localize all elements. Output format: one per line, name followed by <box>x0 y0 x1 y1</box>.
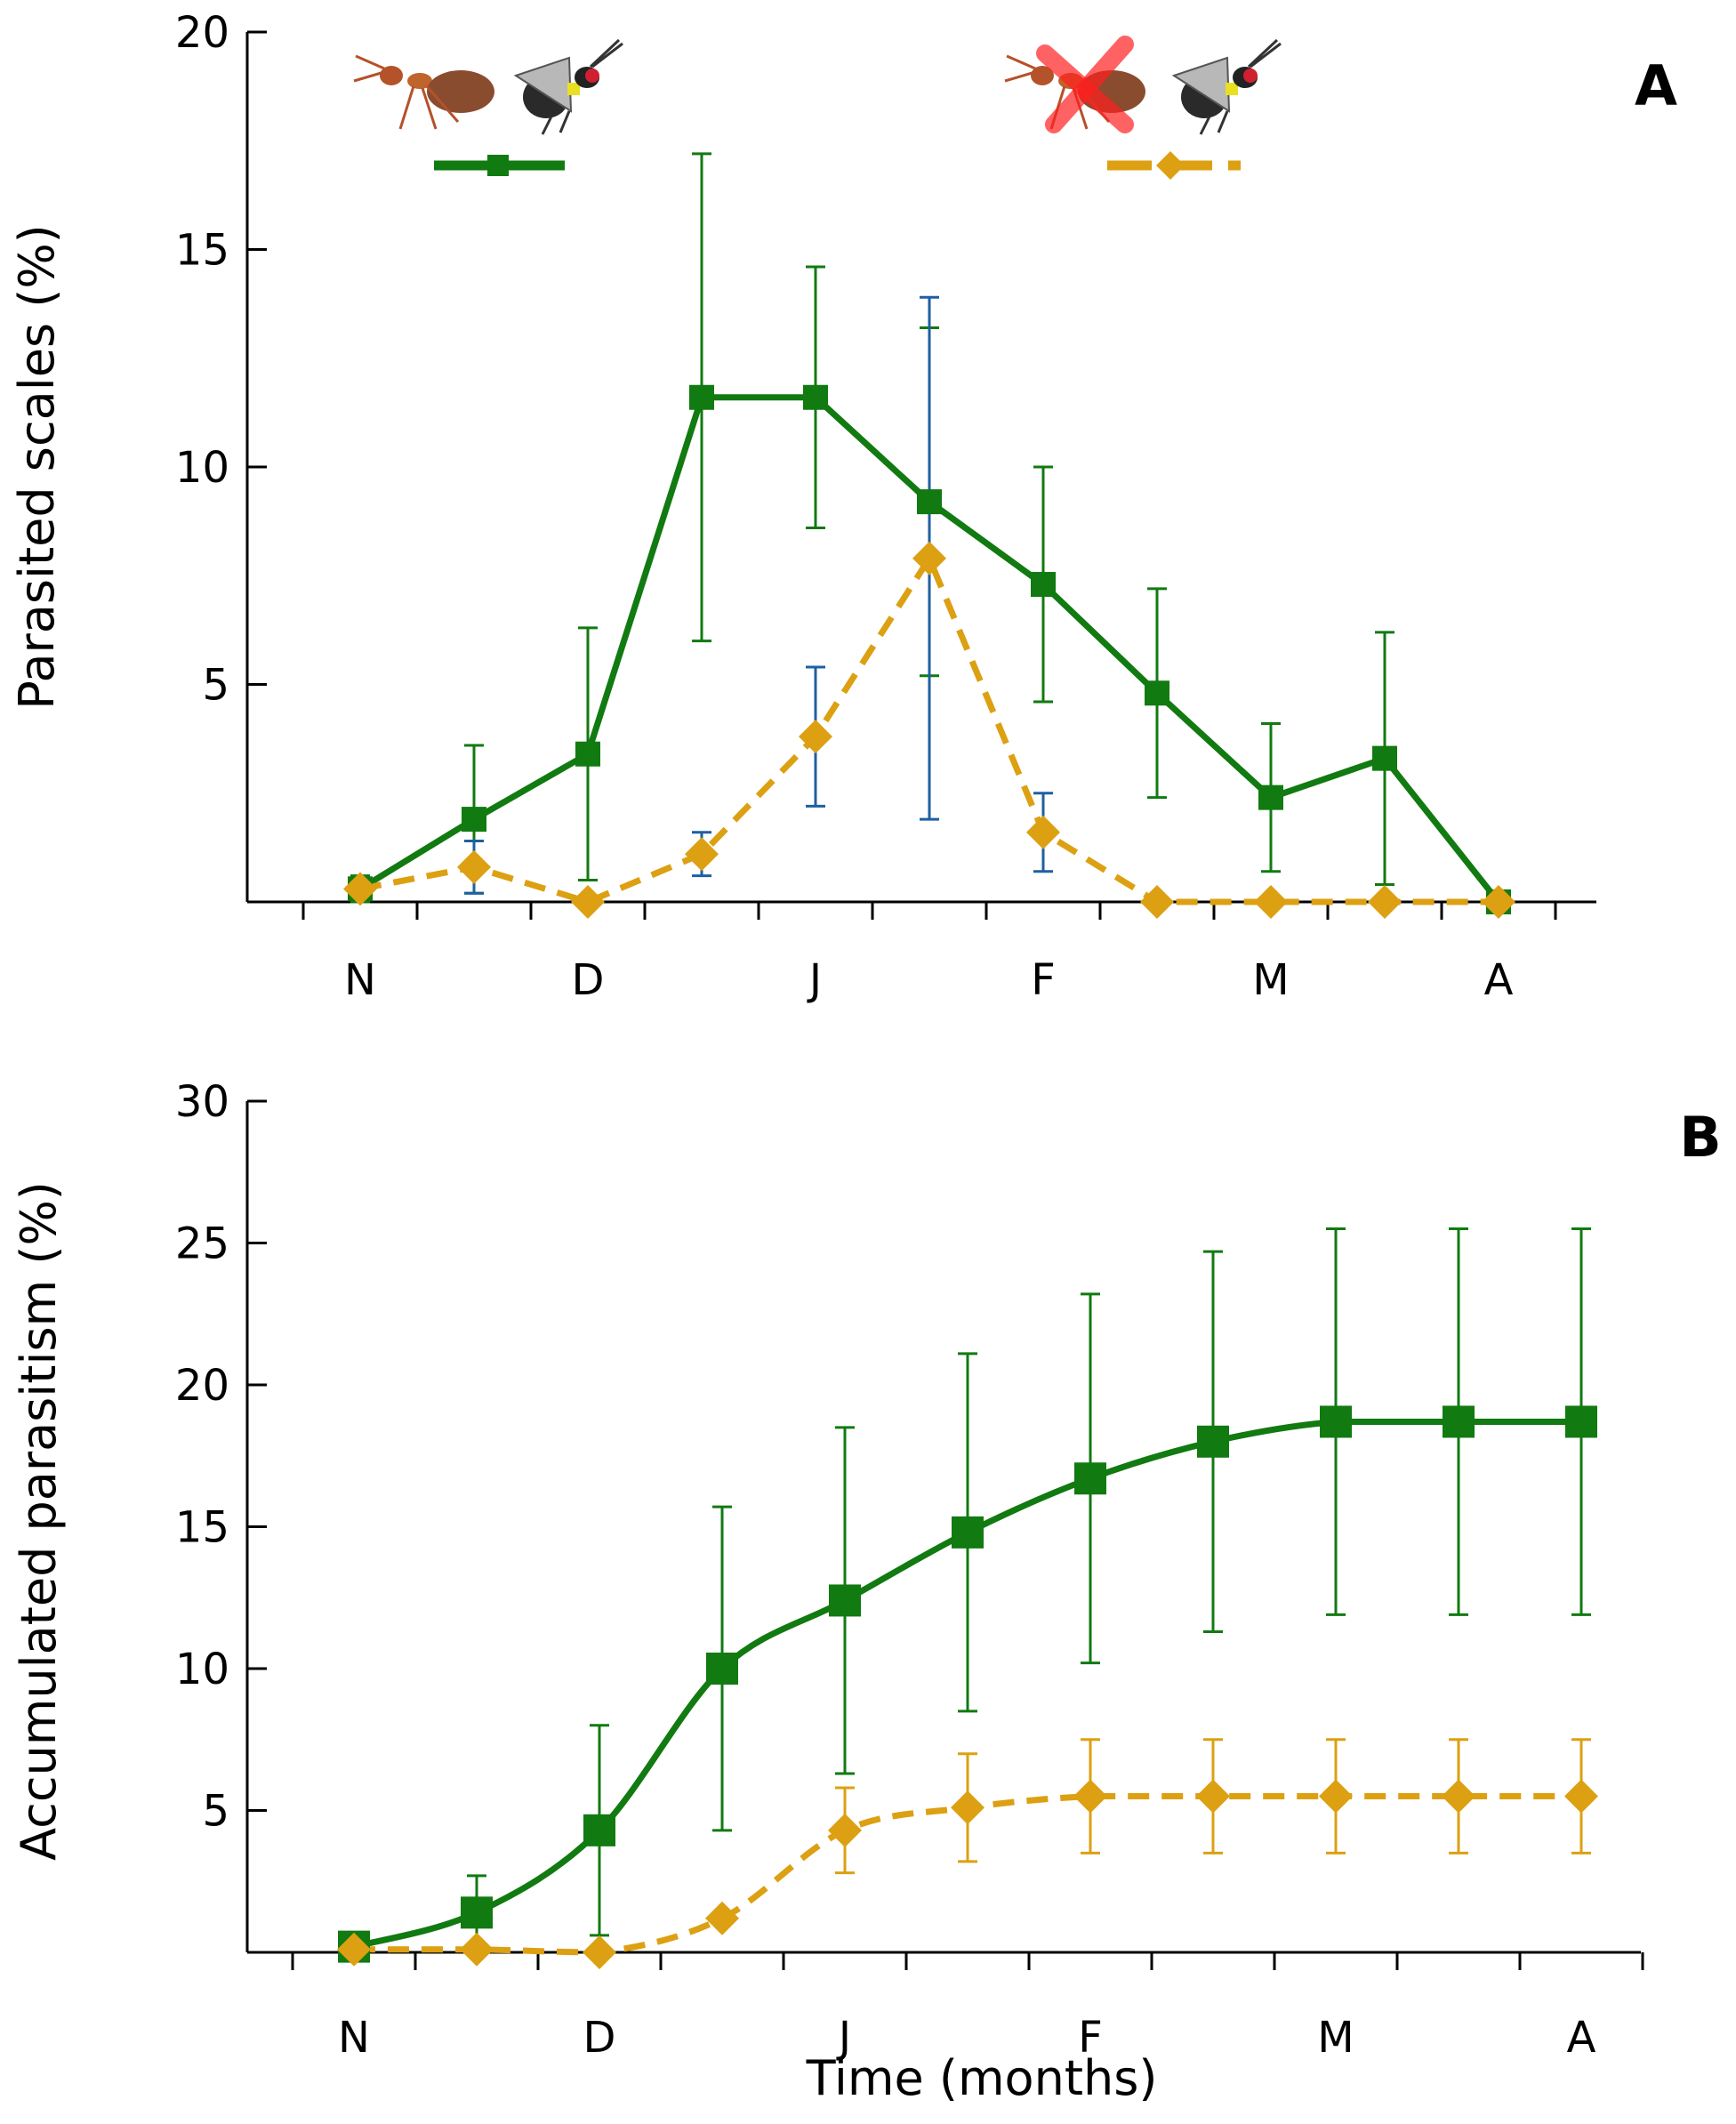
data-point-square <box>803 384 828 410</box>
x-tick-label: M <box>1252 955 1289 1005</box>
data-point-diamond <box>1140 885 1174 919</box>
y-tick-label: 10 <box>175 443 229 493</box>
data-point-diamond <box>951 1790 985 1825</box>
x-tick-label: A <box>1567 2013 1596 2063</box>
data-point-diamond <box>1564 1779 1598 1814</box>
data-point-square <box>1258 784 1283 810</box>
panel-a-series <box>343 152 1515 919</box>
y-tick-label: 30 <box>175 1077 229 1127</box>
data-point-diamond <box>460 1932 494 1967</box>
data-point-diamond <box>1319 1779 1353 1814</box>
error-bars <box>350 152 1394 904</box>
x-tick-label: F <box>1031 955 1056 1005</box>
data-point-square <box>689 384 714 410</box>
y-tick-label: 10 <box>175 1645 229 1694</box>
legend-ants-excluded <box>1004 36 1282 180</box>
data-point-diamond <box>1196 1779 1230 1814</box>
data-point-square <box>917 489 942 515</box>
data-point-square <box>583 1814 615 1846</box>
data-point-diamond <box>1482 885 1515 919</box>
data-point-square <box>829 1584 861 1617</box>
x-tick-label: J <box>836 2013 851 2063</box>
y-tick-label: 5 <box>202 1787 229 1837</box>
data-point-square <box>1074 1462 1106 1495</box>
data-point-square <box>1197 1425 1229 1458</box>
data-point-diamond <box>828 1813 862 1847</box>
legend-marker-diamond <box>1156 151 1185 180</box>
data-point-square <box>1031 572 1056 598</box>
data-point-square <box>1565 1405 1597 1438</box>
data-point-diamond <box>1442 1779 1475 1814</box>
x-tick-label: D <box>572 955 605 1005</box>
data-point-diamond <box>705 1901 739 1935</box>
data-point-square <box>461 1896 493 1929</box>
y-tick-label: 25 <box>175 1219 229 1269</box>
y-tick-label: 20 <box>175 8 229 58</box>
x-tick-label: F <box>1078 2013 1103 2063</box>
data-point-diamond <box>1368 885 1402 919</box>
panel-b-ylabel: Accumulated parasitism (%) <box>11 1181 67 1861</box>
data-point-square <box>1320 1405 1352 1438</box>
data-point-square <box>952 1516 984 1549</box>
legend-marker-square <box>487 155 509 176</box>
wasp-icon <box>513 38 623 135</box>
data-point-diamond <box>799 720 832 754</box>
panel-a-y-ticks: 5 10 15 20 <box>175 8 267 711</box>
x-tick-label: A <box>1484 955 1514 1005</box>
y-tick-label: 15 <box>175 1503 229 1553</box>
series-markers <box>343 384 1515 919</box>
data-point-diamond <box>337 1932 371 1967</box>
data-point-diamond <box>571 885 605 919</box>
data-point-square <box>1145 680 1169 706</box>
data-point-diamond <box>912 541 946 575</box>
ant-icon <box>353 54 494 130</box>
y-tick-label: 20 <box>175 1361 229 1411</box>
data-point-diamond <box>457 849 491 884</box>
data-point-diamond <box>1073 1779 1107 1814</box>
y-tick-label: 5 <box>202 661 229 711</box>
data-point-square <box>575 741 600 767</box>
data-point-square <box>1443 1405 1475 1438</box>
series-line-ants-present <box>353 1418 1581 1950</box>
y-tick-label: 15 <box>175 226 229 276</box>
x-tick-label: J <box>807 955 822 1005</box>
x-axis-title: Time (months) <box>806 2050 1158 2106</box>
data-point-square <box>1372 745 1397 771</box>
error-bars <box>344 1227 1591 1954</box>
data-point-square <box>706 1653 738 1685</box>
panel-b-letter: B <box>1679 1105 1721 1170</box>
data-point-diamond <box>1026 815 1060 849</box>
exclusion-cross-icon <box>1036 36 1134 133</box>
data-point-diamond <box>583 1935 616 1969</box>
x-tick-label: N <box>344 955 376 1005</box>
data-point-diamond <box>685 837 719 872</box>
panel-a: 5 10 15 20 N D J F M A Parasited scales (%) A <box>9 8 1677 1005</box>
panel-b-y-ticks: 5 10 15 20 25 30 <box>175 1077 267 1837</box>
x-tick-label: M <box>1317 2013 1354 2063</box>
data-point-diamond <box>1254 885 1288 919</box>
legend-ants-present <box>353 38 623 176</box>
series-markers <box>337 1405 1598 1969</box>
x-tick-label: D <box>583 2013 616 2063</box>
panel-b-series <box>337 1227 1598 1969</box>
wasp-icon <box>1171 38 1282 135</box>
panel-b: 5 10 15 20 25 30 N D J F M A Accumulated parasitis… <box>11 1077 1722 2106</box>
panel-a-ylabel: Parasited scales (%) <box>9 224 65 709</box>
data-point-diamond <box>343 872 377 906</box>
x-tick-label: N <box>338 2013 370 2063</box>
data-point-square <box>462 807 486 833</box>
panel-a-letter: A <box>1635 53 1677 118</box>
